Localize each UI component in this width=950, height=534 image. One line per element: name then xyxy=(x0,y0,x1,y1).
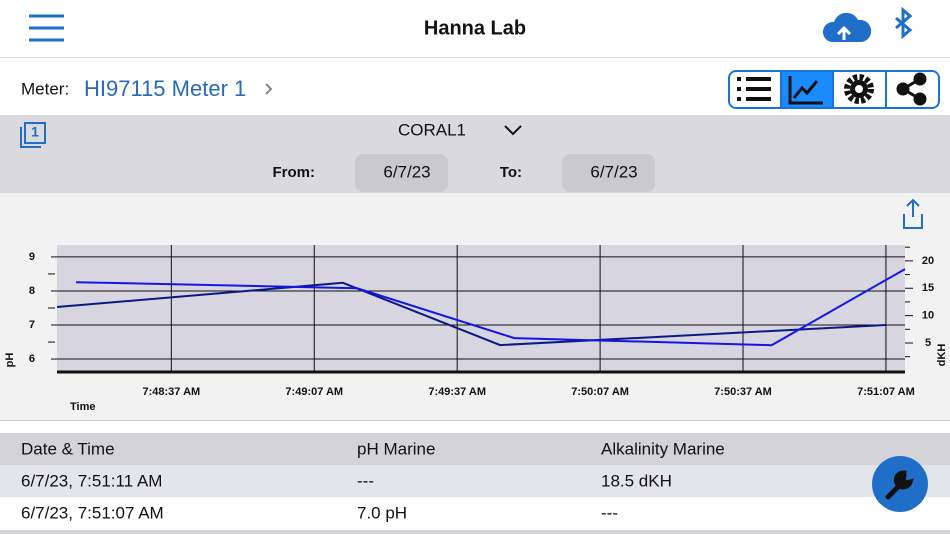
column-header: Date & Time xyxy=(21,439,115,458)
bluetooth-button[interactable] xyxy=(895,6,913,40)
y2-tick-label: 10 xyxy=(922,310,934,322)
share-button[interactable] xyxy=(896,72,927,106)
meter-label: Meter: xyxy=(21,79,69,98)
table-cell: --- xyxy=(357,471,374,490)
app-title: Hanna Lab xyxy=(424,17,526,39)
column-header: pH Marine xyxy=(357,439,435,458)
export-button[interactable] xyxy=(903,198,923,229)
settings-button[interactable] xyxy=(844,74,874,104)
cloud-upload-button[interactable] xyxy=(822,12,872,42)
y2-tick-label: 15 xyxy=(922,282,934,294)
to-date[interactable]: 6/7/23 xyxy=(590,162,637,181)
x-tick-label: 7:50:37 AM xyxy=(714,386,772,398)
chart: 6 7 8 9 5 10 15 20 7:48:37 AM 7:49:07 AM 7:49:37 A… xyxy=(29,245,934,398)
table-header xyxy=(0,433,950,465)
to-label: To: xyxy=(500,164,522,181)
table-cell: 7.0 pH xyxy=(357,503,407,522)
x-tick-label: 7:51:07 AM xyxy=(857,386,915,398)
y2-tick-label: 5 xyxy=(925,337,931,349)
x-tick-label: 7:48:37 AM xyxy=(143,386,201,398)
list-view-button[interactable] xyxy=(737,77,771,101)
data-line xyxy=(76,268,906,347)
probe-dropdown[interactable] xyxy=(504,125,522,136)
table-footer xyxy=(0,530,950,534)
x-tick-label: 7:49:07 AM xyxy=(285,386,343,398)
y-tick-label: 9 xyxy=(29,251,35,263)
y-tick-label: 8 xyxy=(29,285,35,297)
probe-name[interactable]: CORAL1 xyxy=(398,120,466,139)
table-cell: --- xyxy=(601,503,618,522)
y-tick-label: 7 xyxy=(29,319,35,331)
y2-axis-title: dKH xyxy=(936,344,948,367)
y-tick-label: 6 xyxy=(29,353,35,365)
from-label: From: xyxy=(273,164,316,181)
x-axis-title: Time xyxy=(70,401,95,413)
table-cell: 18.5 dKH xyxy=(601,471,672,490)
meter-name[interactable]: HI97115 Meter 1 xyxy=(84,76,246,101)
y2-tick-label: 20 xyxy=(922,255,934,267)
to-date-pill[interactable] xyxy=(562,154,655,192)
from-date[interactable]: 6/7/23 xyxy=(383,162,430,181)
table-row xyxy=(0,465,950,497)
table-cell: 6/7/23, 7:51:11 AM xyxy=(21,471,162,490)
table-cell: 6/7/23, 7:51:07 AM xyxy=(21,503,164,522)
data-line xyxy=(56,281,886,347)
meter-chevron[interactable] xyxy=(265,83,273,95)
view-toolbar xyxy=(728,70,940,109)
from-date-pill[interactable] xyxy=(355,154,448,192)
x-tick-label: 7:49:37 AM xyxy=(428,386,486,398)
x-tick-label: 7:50:07 AM xyxy=(571,386,629,398)
y-axis-title: pH xyxy=(4,353,16,368)
plot-area xyxy=(57,245,905,372)
table-row xyxy=(0,497,950,530)
filter-bar xyxy=(0,115,950,193)
probe-badge-number: 1 xyxy=(31,124,39,140)
readings-table: Date & Time pH Marine Alkalinity Marine 6/7… xyxy=(0,433,950,534)
column-header: Alkalinity Marine xyxy=(601,439,725,458)
tools-button[interactable] xyxy=(872,456,928,512)
menu-button[interactable] xyxy=(29,14,64,42)
probe-badge[interactable]: 1 xyxy=(20,122,46,148)
